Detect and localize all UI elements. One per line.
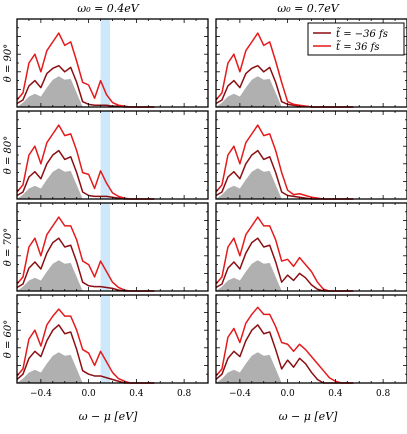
equilibrium-area (216, 260, 354, 291)
panel-grid: θ = 90° t̃ = −36 fst̃ = 36 fs θ = 80° θ = 7… (3, 18, 407, 399)
highlight-band (100, 111, 111, 199)
x-axis-label-right: ω − μ [eV] (279, 410, 339, 423)
row-label: θ = 70° (3, 228, 14, 266)
column-title-left: ω₀ = 0.4eV (77, 2, 140, 15)
equilibrium-area (17, 260, 155, 291)
panel-r4-c1: θ = 60° −0.4 0.0 0.4 0.8 (3, 294, 209, 399)
x-tick-label: −0.4 (229, 389, 251, 399)
equilibrium-area (216, 352, 354, 383)
highlight-band (100, 19, 111, 107)
equilibrium-area (216, 168, 354, 199)
legend-box (307, 22, 405, 56)
panel-r3-c1: θ = 70° (3, 202, 209, 292)
x-tick-label: 0.0 (81, 389, 96, 399)
equilibrium-area (17, 168, 155, 199)
panel-r1-c2: t̃ = −36 fst̃ = 36 fs (215, 18, 407, 108)
panel-r1-c1: θ = 90° (3, 18, 209, 108)
highlight-band (100, 203, 111, 291)
x-tick-label: 0.4 (328, 389, 343, 399)
x-axis-label-left: ω − μ [eV] (79, 410, 139, 423)
row-label: θ = 90° (3, 44, 14, 82)
x-tick-label: 0.8 (376, 389, 391, 399)
equilibrium-area (17, 76, 155, 107)
highlight-band (100, 295, 111, 383)
column-title-right: ω₀ = 0.7eV (277, 2, 340, 15)
panel-r2-c2 (215, 110, 407, 200)
x-tick-label: −0.4 (30, 389, 52, 399)
legend-label: t̃ = 36 fs (336, 40, 380, 53)
x-tick-label: 0.8 (177, 389, 192, 399)
row-label: θ = 60° (3, 320, 14, 358)
row-label: θ = 80° (3, 136, 14, 174)
legend-label: t̃ = −36 fs (336, 27, 388, 40)
line-t-plus-36 (215, 306, 354, 384)
panel-r2-c1: θ = 80° (3, 110, 209, 200)
panel-r3-c2 (215, 202, 407, 292)
equilibrium-area (17, 352, 155, 383)
legend: t̃ = −36 fst̃ = 36 fs (307, 22, 405, 56)
x-tick-label: 0.4 (129, 389, 144, 399)
x-tick-label: 0.0 (280, 389, 295, 399)
panel-r4-c2: −0.4 0.0 0.4 0.8 (215, 294, 407, 399)
equilibrium-area (216, 76, 354, 107)
